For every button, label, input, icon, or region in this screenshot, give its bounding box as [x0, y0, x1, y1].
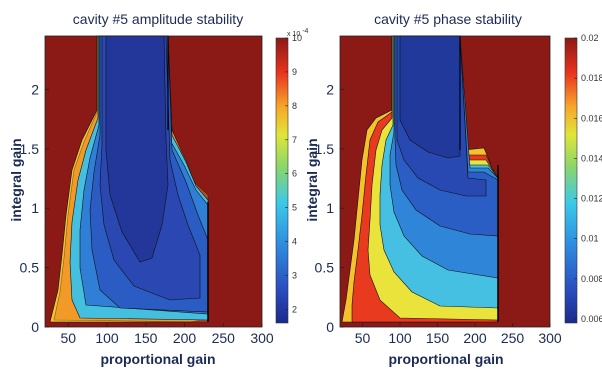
phase-colorbar-gradient	[564, 37, 578, 324]
phase-y-ticks: 0 0.5 1 1.5 2	[315, 81, 344, 335]
phase-title: cavity #5 phase stability	[374, 11, 522, 27]
amplitude-y-tick-label: 2	[31, 81, 39, 97]
amplitude-axes-frame	[44, 35, 263, 328]
amplitude-y-tick-label: 0.5	[20, 260, 40, 276]
phase-y-label: integral gain	[304, 138, 320, 221]
phase-colorbar-tick-label: 0.012	[581, 194, 602, 204]
amplitude-colorbar-tick-label: 5	[292, 203, 297, 213]
amplitude-x-label: proportional gain	[100, 351, 215, 367]
phase-panel: cavity #5 phase stability 50 100 150 200 250…	[304, 11, 602, 367]
amplitude-colorbar-tick-label: 9	[292, 67, 297, 77]
amplitude-colorbar-tick-label: 8	[292, 101, 297, 111]
phase-x-tick-label: 300	[538, 330, 562, 346]
amplitude-x-tick-label: 50	[60, 330, 76, 346]
amplitude-colorbar-tick-label: 6	[292, 169, 297, 179]
phase-x-tick-label: 50	[355, 330, 371, 346]
phase-colorbar-tick-label: 0.01	[581, 234, 599, 244]
amplitude-colorbar-exponent-base: x 10	[287, 31, 300, 38]
amplitude-y-tick-label: 1	[31, 200, 39, 216]
phase-y-tick-label: 0.5	[315, 260, 335, 276]
amplitude-colorbar: 2 3 4 5 6 7 8 9 10 x 10 -4	[275, 28, 309, 324]
amplitude-y-label: integral gain	[8, 138, 24, 221]
phase-plot-area	[339, 35, 551, 328]
phase-colorbar-tick-label: 0.014	[581, 153, 602, 163]
amplitude-colorbar-exponent: x 10 -4	[287, 28, 309, 38]
phase-axes-frame	[339, 35, 551, 328]
phase-colorbar-ticks: 0.006 0.008 0.01 0.012 0.014 0.016 0.018 0.02	[574, 33, 602, 324]
amplitude-x-tick-label: 100	[95, 330, 119, 346]
amplitude-panel: cavity #5 amplitude stability 50 100 150 20…	[8, 11, 309, 367]
amplitude-x-tick-label: 300	[250, 330, 274, 346]
amplitude-colorbar-exponent-power: -4	[302, 28, 308, 35]
phase-x-label: proportional gain	[388, 351, 503, 367]
phase-colorbar-tick-label: 0.008	[581, 274, 602, 284]
phase-y-tick-label: 1.5	[315, 141, 335, 157]
phase-x-tick-label: 200	[463, 330, 487, 346]
amplitude-colorbar-tick-label: 10	[292, 33, 302, 43]
phase-x-tick-label: 150	[426, 330, 450, 346]
amplitude-x-tick-label: 250	[212, 330, 236, 346]
amplitude-colorbar-ticks: 2 3 4 5 6 7 8 9 10	[285, 33, 302, 314]
phase-y-tick-label: 1	[326, 200, 334, 216]
phase-x-ticks: 50 100 150 200 250 300	[355, 323, 562, 346]
amplitude-contours	[49, 35, 209, 323]
phase-colorbar-tick-label: 0.018	[581, 73, 602, 83]
phase-colorbar: 0.006 0.008 0.01 0.012 0.014 0.016 0.018 0.02	[564, 33, 602, 324]
amplitude-colorbar-tick-label: 3	[292, 271, 297, 281]
amplitude-x-tick-label: 200	[173, 330, 197, 346]
amplitude-y-tick-label: 0	[31, 319, 39, 335]
amplitude-colorbar-gradient	[275, 37, 289, 324]
phase-colorbar-tick-label: 0.016	[581, 113, 602, 123]
phase-y-tick-label: 2	[326, 81, 334, 97]
phase-contours	[341, 35, 499, 323]
amplitude-x-tick-label: 150	[134, 330, 158, 346]
phase-colorbar-tick-label: 0.006	[581, 314, 602, 324]
amplitude-y-tick-label: 1.5	[20, 141, 40, 157]
amplitude-y-ticks: 0 0.5 1 1.5 2	[20, 81, 49, 335]
amplitude-title: cavity #5 amplitude stability	[73, 11, 243, 27]
amplitude-contour-min	[105, 35, 169, 263]
amplitude-x-ticks: 50 100 150 200 250 300	[60, 323, 274, 346]
amplitude-colorbar-tick-label: 7	[292, 135, 297, 145]
phase-y-tick-label: 0	[326, 319, 334, 335]
amplitude-colorbar-tick-label: 4	[292, 237, 297, 247]
phase-x-tick-label: 250	[501, 330, 525, 346]
amplitude-plot-area	[44, 35, 263, 328]
amplitude-colorbar-tick-label: 2	[292, 304, 297, 314]
phase-colorbar-tick-label: 0.02	[581, 33, 599, 43]
phase-x-tick-label: 100	[388, 330, 412, 346]
